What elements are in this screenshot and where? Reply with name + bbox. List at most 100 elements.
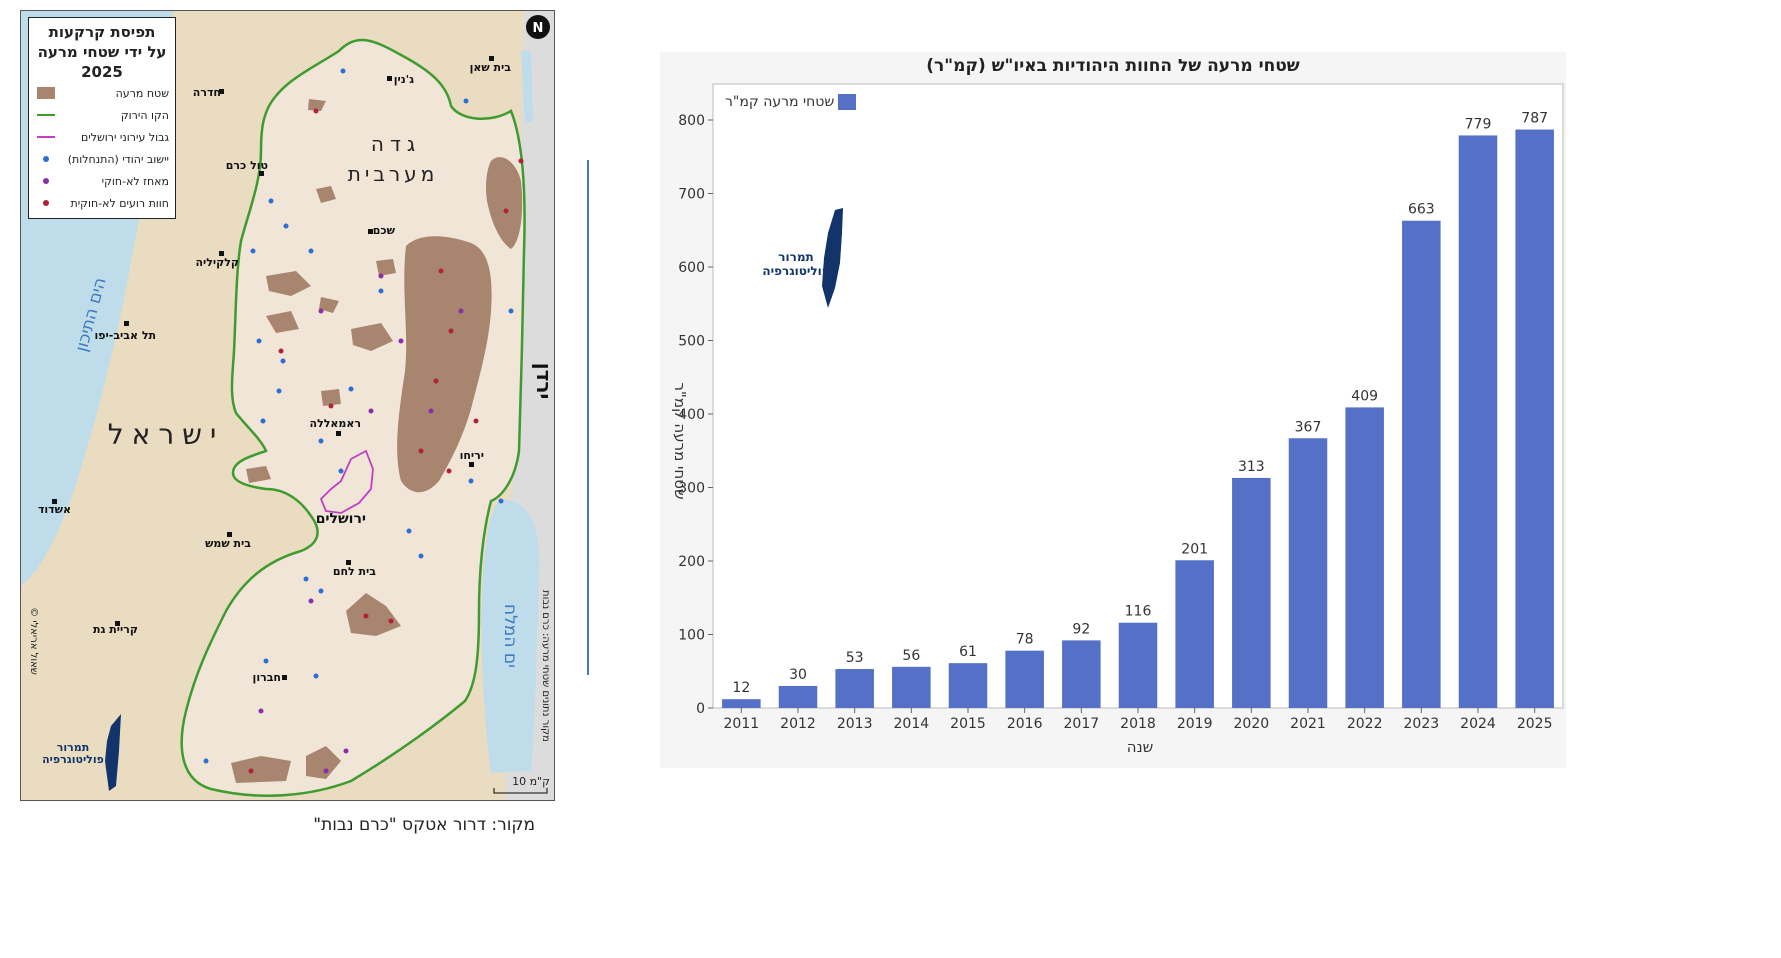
bar [1118, 622, 1158, 708]
x-tick-label: 2022 [1347, 716, 1383, 732]
region-dead-sea: ים המלח [500, 604, 520, 668]
y-tick-label: 200 [678, 554, 705, 570]
x-tick-label: 2019 [1177, 716, 1213, 732]
x-tick-label: 2012 [780, 716, 816, 732]
data-label: 367 [1295, 419, 1322, 435]
legend-label: שטחי מרעה קמ"ר [725, 94, 835, 110]
north-arrow-icon: N [526, 15, 550, 39]
region-gada-2: מערבית [348, 162, 439, 186]
bar [1345, 407, 1384, 708]
legend-green-line: הקו הירוק [35, 104, 169, 126]
label-qalqilya: קלקיליה [195, 256, 239, 269]
data-label: 409 [1351, 388, 1378, 404]
israel-map-icon [822, 208, 843, 308]
y-tick-label: 800 [678, 113, 705, 129]
x-tick-label: 2015 [950, 716, 986, 732]
bar [1458, 135, 1498, 708]
municipal-line-icon [35, 136, 57, 138]
data-label: 201 [1181, 541, 1208, 557]
data-label: 313 [1238, 459, 1265, 475]
y-tick-label: 100 [678, 628, 705, 644]
data-label: 56 [902, 648, 920, 664]
bar [948, 663, 988, 708]
x-tick-label: 2014 [894, 716, 930, 732]
panel-divider [587, 160, 589, 675]
settlement-dot-icon [35, 156, 57, 162]
region-israel: ישראל [108, 418, 225, 451]
scale-bar: 10 ק"מ [493, 775, 550, 794]
farm-dot-icon [35, 200, 57, 206]
outpost-dot-icon [35, 178, 57, 184]
y-tick-label: 500 [678, 334, 705, 350]
data-label: 663 [1408, 202, 1435, 218]
legend-outpost: מאחז לא-חוקי [35, 170, 169, 192]
label-hadera: חדרה [193, 86, 221, 99]
outpost-dots [258, 273, 464, 774]
x-tick-label: 2023 [1404, 716, 1440, 732]
bar [1402, 220, 1441, 708]
x-tick-label: 2017 [1064, 716, 1100, 732]
chart-legend: שטחי מרעה קמ"ר [725, 94, 857, 110]
label-kiryat-gat: קריית גת [93, 623, 138, 636]
bar [892, 666, 931, 708]
west-bank-green-line [180, 38, 526, 797]
map-copyright: © שאול אריאלי [28, 607, 39, 675]
bar [1232, 477, 1271, 708]
data-label: 779 [1465, 116, 1492, 132]
region-jordan: ירדן [532, 363, 554, 400]
label-hebron: חברון [253, 671, 281, 684]
label-shechem: שכם [373, 224, 396, 237]
x-tick-label: 2024 [1460, 716, 1496, 732]
city-markers [52, 56, 494, 680]
legend-settlement: יישוב יהודי (התנחלות) [35, 148, 169, 170]
bar [1175, 560, 1214, 708]
bar-labels: 12 30 53 56 61 78 92 116 201 313 367 409 663 779 787 [732, 111, 1548, 697]
data-label: 116 [1125, 604, 1152, 620]
x-axis-label: שנה [1126, 738, 1154, 756]
bar [778, 685, 818, 708]
y-tick-label: 0 [696, 701, 705, 717]
dead-sea [481, 499, 540, 773]
x-tick-label: 2025 [1517, 716, 1553, 732]
farm-dots [248, 108, 524, 774]
x-tick-label: 2021 [1290, 716, 1326, 732]
map-canvas: בית שאן ג'נין חדרה טול כרם שכם קלקיליה ת… [21, 11, 554, 800]
map-legend: תפיסת קרקעות על ידי שטחי מרעה 2025 שטח מ… [28, 17, 176, 219]
data-label: 61 [959, 644, 977, 660]
grazing-areas [231, 99, 523, 783]
legend-swatch-icon [838, 94, 857, 110]
data-label: 78 [1016, 632, 1034, 648]
bar [1005, 650, 1044, 708]
legend-jerusalem-border: גבול עירוני ירושלים [35, 126, 169, 148]
bar [722, 699, 761, 708]
legend-grazing: שטח מרעה [35, 82, 169, 104]
svg-text:תמרור: תמרור [57, 741, 90, 754]
bars [722, 129, 1554, 708]
svg-text:פוליטוגרפיה: פוליטוגרפיה [42, 753, 104, 766]
bar [1062, 640, 1101, 708]
settlement-dots [203, 68, 514, 764]
y-axis-label: שטחי מרעה קמ"ר [671, 382, 689, 500]
chart-logo: תמרור פוליטוגרפיה [750, 208, 850, 312]
legend-farm: חוות רועים לא-חוקית [35, 192, 169, 214]
svg-text:10 ק"מ: 10 ק"מ [512, 775, 550, 788]
data-label: 30 [789, 667, 807, 683]
grazing-swatch-icon [35, 87, 57, 99]
map-panel: בית שאן ג'נין חדרה טול כרם שכם קלקיליה ת… [20, 10, 555, 801]
svg-text:N: N [533, 21, 544, 36]
bar [1288, 438, 1328, 708]
y-tick-label: 700 [678, 187, 705, 203]
x-tick-label: 2020 [1234, 716, 1270, 732]
map-source-vertical: מקור נתונים שטחי מרעה: כרם נבות [540, 590, 551, 742]
label-beit-shemesh: בית שמש [205, 537, 251, 550]
y-tick-label: 400 [678, 407, 705, 423]
label-jerusalem: ירושלים [316, 511, 366, 527]
data-label: 12 [732, 680, 750, 696]
river-strip [521, 51, 533, 123]
label-tel-aviv: תל אביב-יפו [95, 329, 156, 342]
jerusalem-municipal-border [319, 449, 374, 514]
label-ashdod: אשדוד [38, 503, 71, 516]
bar [835, 669, 874, 708]
map-title: תפיסת קרקעות על ידי שטחי מרעה 2025 [37, 23, 167, 81]
